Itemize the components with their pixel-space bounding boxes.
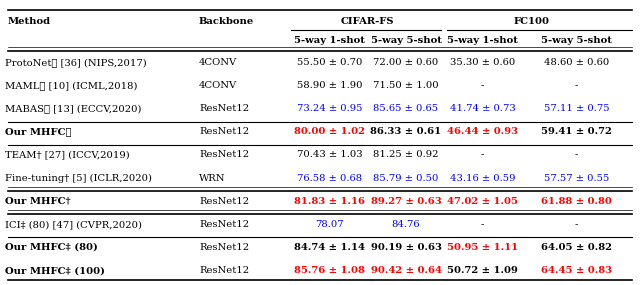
Text: 5-way 1-shot: 5-way 1-shot bbox=[294, 36, 365, 45]
Text: 64.05 ± 0.82: 64.05 ± 0.82 bbox=[541, 243, 612, 252]
Text: ResNet12: ResNet12 bbox=[199, 104, 249, 113]
Text: -: - bbox=[575, 150, 578, 159]
Text: 41.74 ± 0.73: 41.74 ± 0.73 bbox=[450, 104, 515, 113]
Text: 48.60 ± 0.60: 48.60 ± 0.60 bbox=[544, 58, 609, 67]
Text: ResNet12: ResNet12 bbox=[199, 266, 249, 275]
Text: 5-way 1-shot: 5-way 1-shot bbox=[447, 36, 518, 45]
Text: ResNet12: ResNet12 bbox=[199, 243, 249, 252]
Text: Backbone: Backbone bbox=[199, 17, 254, 26]
Text: 76.58 ± 0.68: 76.58 ± 0.68 bbox=[297, 174, 362, 183]
Text: ResNet12: ResNet12 bbox=[199, 197, 249, 206]
Text: -: - bbox=[481, 150, 484, 159]
Text: -: - bbox=[481, 81, 484, 90]
Text: Our MHFC‡ (100): Our MHFC‡ (100) bbox=[4, 266, 104, 275]
Text: ResNet12: ResNet12 bbox=[199, 150, 249, 159]
Text: 4CONV: 4CONV bbox=[199, 58, 237, 67]
Text: Fine-tuning† [5] (ICLR,2020): Fine-tuning† [5] (ICLR,2020) bbox=[4, 174, 152, 183]
Text: 43.16 ± 0.59: 43.16 ± 0.59 bbox=[450, 174, 515, 183]
Text: 57.57 ± 0.55: 57.57 ± 0.55 bbox=[544, 174, 609, 183]
Text: 85.79 ± 0.50: 85.79 ± 0.50 bbox=[373, 174, 438, 183]
Text: 86.33 ± 0.61: 86.33 ± 0.61 bbox=[371, 127, 442, 136]
Text: 5-way 5-shot: 5-way 5-shot bbox=[371, 36, 442, 45]
Text: 57.11 ± 0.75: 57.11 ± 0.75 bbox=[543, 104, 609, 113]
Text: 80.00 ± 1.02: 80.00 ± 1.02 bbox=[294, 127, 365, 136]
Text: ICI‡ (80) [47] (CVPR,2020): ICI‡ (80) [47] (CVPR,2020) bbox=[4, 220, 141, 229]
Text: -: - bbox=[575, 81, 578, 90]
Text: 90.42 ± 0.64: 90.42 ± 0.64 bbox=[371, 266, 442, 275]
Text: ResNet12: ResNet12 bbox=[199, 127, 249, 136]
Text: TEAM† [27] (ICCV,2019): TEAM† [27] (ICCV,2019) bbox=[4, 150, 129, 159]
Text: 71.50 ± 1.00: 71.50 ± 1.00 bbox=[373, 81, 439, 90]
Text: 4CONV: 4CONV bbox=[199, 81, 237, 90]
Text: 61.88 ± 0.80: 61.88 ± 0.80 bbox=[541, 197, 612, 206]
Text: Our MHFC‡ (80): Our MHFC‡ (80) bbox=[4, 243, 97, 252]
Text: 64.45 ± 0.83: 64.45 ± 0.83 bbox=[541, 266, 612, 275]
Text: 78.07: 78.07 bbox=[316, 220, 344, 229]
Text: 35.30 ± 0.60: 35.30 ± 0.60 bbox=[450, 58, 515, 67]
Text: 50.95 ± 1.11: 50.95 ± 1.11 bbox=[447, 243, 518, 252]
Text: 84.74 ± 1.14: 84.74 ± 1.14 bbox=[294, 243, 365, 252]
Text: 5-way 5-shot: 5-way 5-shot bbox=[541, 36, 612, 45]
Text: 58.90 ± 1.90: 58.90 ± 1.90 bbox=[297, 81, 362, 90]
Text: MABAS★ [13] (ECCV,2020): MABAS★ [13] (ECCV,2020) bbox=[4, 104, 141, 113]
Text: WRN: WRN bbox=[199, 174, 225, 183]
Text: 55.50 ± 0.70: 55.50 ± 0.70 bbox=[297, 58, 362, 67]
Text: 59.41 ± 0.72: 59.41 ± 0.72 bbox=[541, 127, 612, 136]
Text: 50.72 ± 1.09: 50.72 ± 1.09 bbox=[447, 266, 518, 275]
Text: CIFAR-FS: CIFAR-FS bbox=[341, 17, 394, 26]
Text: MAML★ [10] (ICML,2018): MAML★ [10] (ICML,2018) bbox=[4, 81, 137, 90]
Text: -: - bbox=[575, 220, 578, 229]
Text: ProtoNet★ [36] (NIPS,2017): ProtoNet★ [36] (NIPS,2017) bbox=[4, 58, 147, 67]
Text: 73.24 ± 0.95: 73.24 ± 0.95 bbox=[297, 104, 362, 113]
Text: 81.83 ± 1.16: 81.83 ± 1.16 bbox=[294, 197, 365, 206]
Text: Method: Method bbox=[8, 17, 51, 26]
Text: 85.65 ± 0.65: 85.65 ± 0.65 bbox=[374, 104, 438, 113]
Text: FC100: FC100 bbox=[514, 17, 550, 26]
Text: 46.44 ± 0.93: 46.44 ± 0.93 bbox=[447, 127, 518, 136]
Text: 70.43 ± 1.03: 70.43 ± 1.03 bbox=[297, 150, 362, 159]
Text: 47.02 ± 1.05: 47.02 ± 1.05 bbox=[447, 197, 518, 206]
Text: 72.00 ± 0.60: 72.00 ± 0.60 bbox=[373, 58, 438, 67]
Text: Our MHFC†: Our MHFC† bbox=[4, 197, 70, 206]
Text: ResNet12: ResNet12 bbox=[199, 220, 249, 229]
Text: 89.27 ± 0.63: 89.27 ± 0.63 bbox=[371, 197, 442, 206]
Text: 84.76: 84.76 bbox=[392, 220, 420, 229]
Text: -: - bbox=[481, 220, 484, 229]
Text: 90.19 ± 0.63: 90.19 ± 0.63 bbox=[371, 243, 442, 252]
Text: 85.76 ± 1.08: 85.76 ± 1.08 bbox=[294, 266, 365, 275]
Text: 81.25 ± 0.92: 81.25 ± 0.92 bbox=[373, 150, 439, 159]
Text: Our MHFC★: Our MHFC★ bbox=[4, 127, 71, 136]
